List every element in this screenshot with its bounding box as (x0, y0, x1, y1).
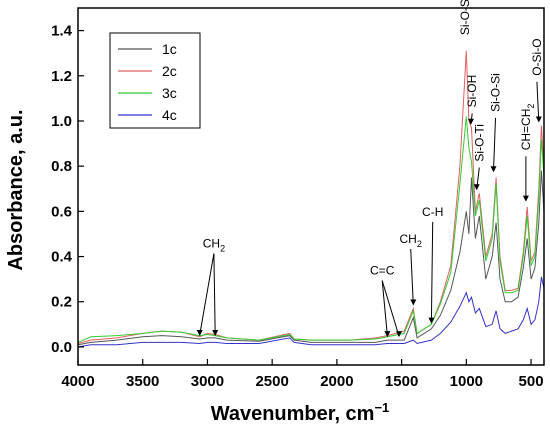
annotation-arrowhead (473, 184, 480, 191)
legend: 1c 2c 3c 4c (109, 32, 201, 129)
y-tick-label: 0.4 (51, 249, 73, 266)
ticks-layer: 4000 3500 3000 2500 2000 1500 1000 500 0.0 0.2 0.4… (51, 23, 543, 390)
annotation-label: Si-O-Ti (472, 124, 486, 162)
annotation-arrow (213, 253, 216, 336)
x-axis-title-sup: −1 (374, 400, 389, 415)
annotation-arrowhead (196, 330, 203, 336)
annotation-arrowhead (467, 118, 474, 125)
annotations-layer: CH2C=CCH2C-HSi-O-SiSi-OHSi-O-TiSi-O-SiCH… (196, 0, 544, 338)
annotation-label: Si-O-Si (489, 73, 503, 112)
y-tick-label: 1.2 (51, 68, 72, 85)
y-axis-title: Absorbance, a.u. (5, 109, 27, 270)
legend-label-1c: 1c (162, 41, 177, 57)
y-tick-label: 0.8 (51, 158, 72, 175)
x-tick-label: 1000 (450, 373, 483, 390)
plot-frame (77, 7, 545, 366)
x-tick-label: 2000 (320, 373, 353, 390)
legend-box (109, 32, 201, 129)
annotation-arrow (381, 280, 400, 337)
y-tick-label: 0.6 (51, 203, 72, 220)
annotation-arrowhead (410, 299, 417, 306)
annotation-arrow (536, 81, 540, 122)
annotation-label: CH2 (400, 232, 422, 249)
series-layer (78, 50, 544, 348)
annotation-arrow (199, 253, 215, 336)
y-tick-label: 0.0 (51, 339, 72, 356)
legend-label-4c: 4c (162, 107, 177, 123)
annotation-label: CH2 (203, 237, 225, 254)
annotation-label: Si-OH (465, 75, 479, 108)
x-tick-label: 4000 (61, 373, 94, 390)
annotation-label: CH=CH2 (519, 104, 536, 151)
x-tick-label: 500 (519, 373, 544, 390)
x-tick-label: 3000 (191, 373, 224, 390)
annotation-label: Si-O-Si (458, 0, 472, 35)
annotation-arrowhead (212, 330, 219, 336)
annotation-arrow (381, 280, 388, 337)
x-tick-label: 2500 (255, 373, 288, 390)
y-tick-label: 1.0 (51, 113, 72, 130)
annotation-arrow (410, 248, 414, 305)
series-line-3c (78, 116, 544, 343)
annotation-arrowhead (535, 116, 542, 123)
annotation-label: C-H (422, 205, 443, 219)
annotation-label: O-Si-O (530, 38, 544, 75)
annotation-label: C=C (370, 264, 395, 278)
y-tick-label: 1.4 (51, 23, 73, 40)
annotation-arrowhead (490, 166, 497, 173)
x-tick-label: 3500 (126, 373, 159, 390)
annotation-arrowhead (428, 317, 435, 324)
annotation-arrowhead (396, 331, 402, 338)
legend-label-3c: 3c (162, 85, 177, 101)
series-line-1c (78, 170, 544, 346)
annotation-arrow (430, 221, 434, 323)
annotation-arrowhead (384, 331, 391, 338)
annotation-arrowhead (522, 195, 529, 202)
annotation-arrow (493, 117, 496, 172)
x-tick-label: 1500 (385, 373, 418, 390)
x-axis-title: Wavenumber, cm−1 (211, 400, 390, 425)
series-line-4c (78, 276, 544, 348)
y-tick-label: 0.2 (51, 294, 72, 311)
legend-label-2c: 2c (162, 63, 177, 79)
